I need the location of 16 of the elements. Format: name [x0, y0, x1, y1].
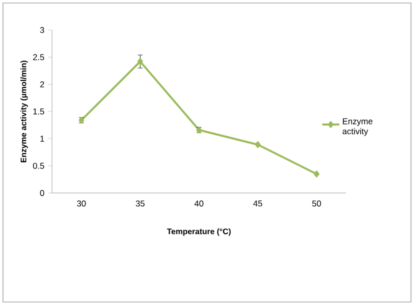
y-tick-label: 2	[40, 81, 44, 88]
y-tick-label: 3	[40, 27, 44, 33]
x-tick-label: 45	[253, 200, 262, 206]
x-tick-label: 35	[136, 200, 145, 207]
y-tick-label: 0.5	[33, 162, 44, 169]
point	[314, 170, 320, 178]
point	[255, 141, 261, 148]
y-tick-label: 1	[40, 136, 44, 142]
x-tick-label: 30	[77, 200, 86, 207]
y-tick-label: 1.5	[33, 108, 44, 114]
x-tick-label: 50	[312, 200, 321, 207]
legend-label: Enzyme activity	[342, 118, 372, 136]
point	[137, 58, 143, 65]
x-tick-label: 40	[194, 200, 204, 207]
y-tick-label: 0	[40, 190, 44, 196]
y-tick-label: 2.5	[33, 54, 44, 60]
